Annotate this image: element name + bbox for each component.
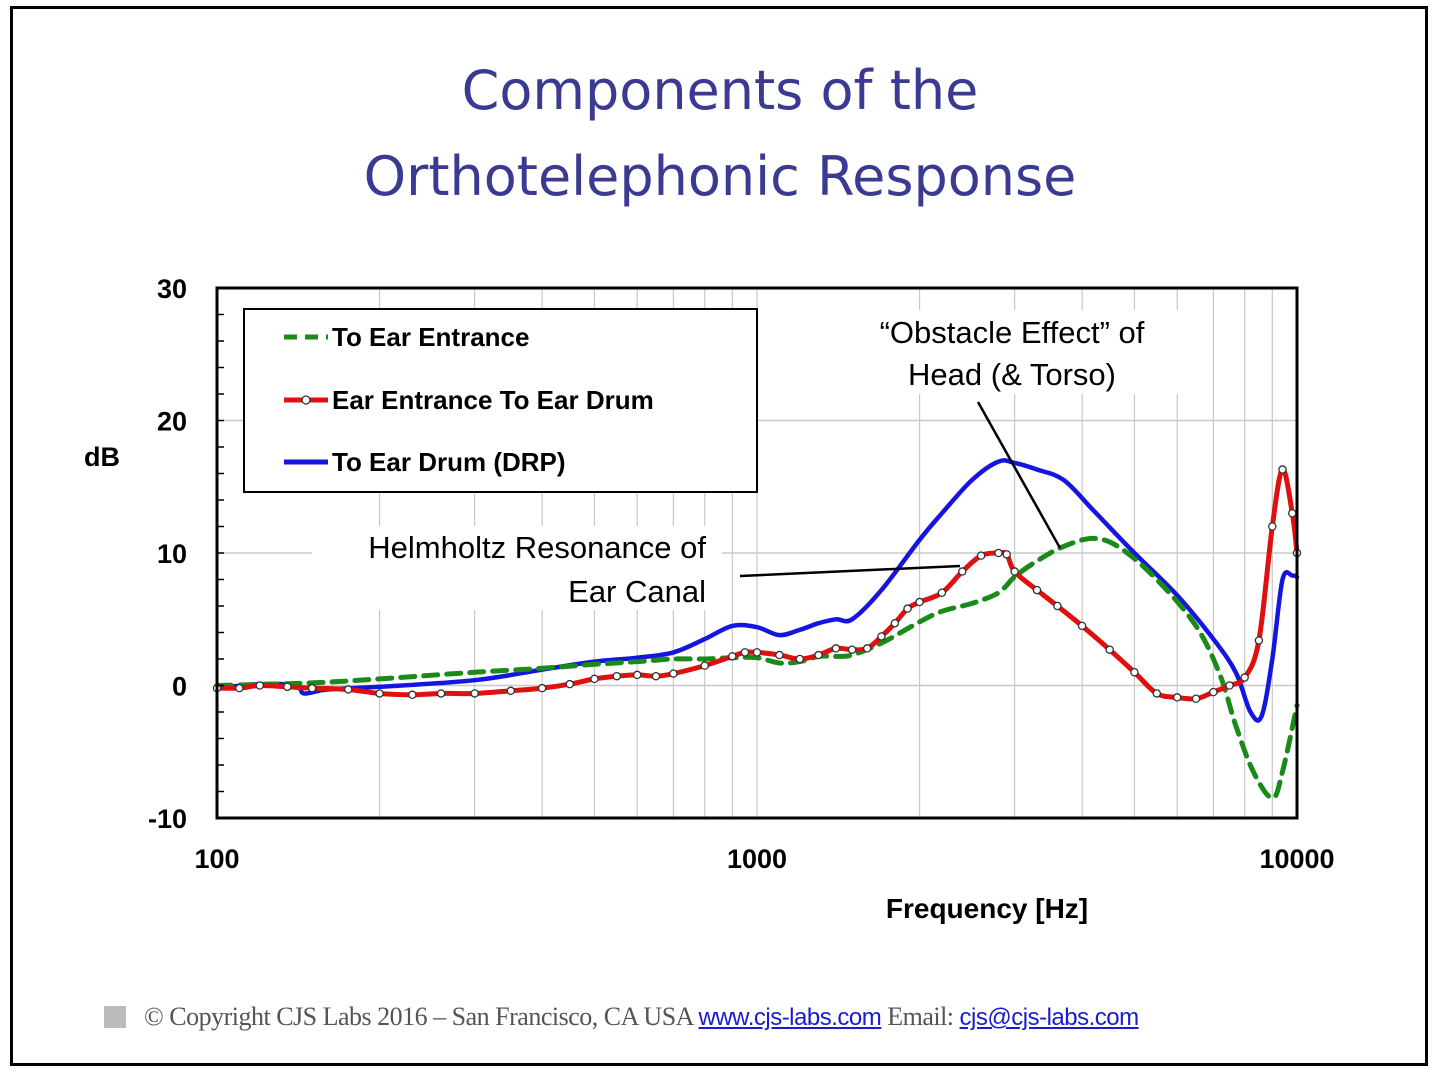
annotation-layer: “Obstacle Effect” of Head (& Torso) Helmho…: [312, 310, 1182, 610]
data-point-marker: [740, 648, 750, 657]
series-to-ear-drum-drp-line: [214, 458, 1300, 723]
data-point-marker: [958, 567, 967, 576]
data-point-marker: [831, 644, 841, 653]
x-tick-label: 1000: [727, 844, 787, 874]
series-to-ear-entrance-line: [214, 535, 1300, 801]
x-tick-label: 100: [194, 844, 239, 874]
footer-square-icon: [104, 1006, 126, 1028]
title-line-1: Components of the: [461, 59, 979, 122]
data-point-marker: [590, 674, 599, 684]
y-tick-label: 10: [157, 539, 187, 569]
data-point-marker: [937, 588, 947, 598]
data-point-marker: [632, 670, 642, 680]
data-point-marker: [1278, 465, 1287, 474]
data-point-marker: [235, 683, 244, 693]
data-point-marker: [1225, 681, 1234, 690]
x-axis-label: Frequency [Hz]: [886, 893, 1088, 924]
y-tick-label: 0: [172, 672, 187, 702]
data-point-marker: [1130, 668, 1139, 677]
data-point-marker: [565, 679, 574, 689]
data-point-marker: [994, 548, 1003, 558]
data-point-marker: [651, 671, 661, 681]
data-point-marker: [307, 683, 317, 693]
legend-marker: [301, 395, 311, 405]
title-line-2: Orthotelephonic Response: [363, 145, 1077, 208]
data-point-marker: [1191, 694, 1201, 704]
data-point-marker: [1209, 687, 1218, 697]
data-point-marker: [728, 652, 737, 661]
legend: To Ear Entrance Ear Entrance To Ear Drum T…: [243, 308, 758, 493]
data-point-marker: [1053, 601, 1062, 611]
annotation-helmholtz-pointer: [739, 564, 961, 578]
data-point-marker: [1105, 645, 1114, 654]
data-point-marker: [343, 685, 353, 694]
footer-copyright: © Copyright CJS Labs 2016 – San Francisc…: [144, 1002, 693, 1031]
data-point-marker: [976, 551, 986, 560]
data-point-marker: [1152, 689, 1162, 698]
annotation-helmholtz-text: Ear Canal: [568, 574, 706, 609]
annotation-helmholtz-text: Helmholtz Resonance of: [368, 530, 706, 565]
legend-label: To Ear Drum (DRP): [332, 447, 566, 477]
data-point-marker: [669, 669, 678, 678]
data-point-marker: [1288, 508, 1297, 518]
data-point-marker: [795, 654, 805, 664]
data-point-marker: [408, 690, 417, 700]
data-point-marker: [1172, 693, 1182, 702]
data-point-marker: [752, 648, 762, 657]
data-point-marker: [1010, 567, 1019, 576]
data-point-marker: [890, 618, 900, 628]
slide-frame: [10, 6, 1428, 1066]
series-layer: [212, 458, 1302, 801]
data-point-marker: [375, 689, 384, 698]
data-point-marker: [847, 645, 857, 654]
data-point-marker: [612, 671, 622, 681]
data-point-marker: [877, 632, 886, 641]
data-point-marker: [1077, 621, 1087, 631]
legend-label: Ear Entrance To Ear Drum: [332, 385, 654, 415]
y-tick-label: 30: [157, 274, 187, 304]
data-point-marker: [506, 686, 516, 696]
email-label: Email:: [887, 1002, 954, 1031]
data-point-marker: [700, 661, 709, 670]
data-point-marker: [470, 689, 479, 698]
data-point-marker: [1032, 585, 1042, 595]
data-point-marker: [1002, 550, 1011, 559]
annotation-obstacle-pointer: [976, 401, 1062, 549]
data-point-marker: [775, 650, 784, 660]
annotation-background: [312, 526, 722, 610]
y-axis-label: dB: [84, 442, 120, 472]
email-link[interactable]: cjs@cjs-labs.com: [959, 1004, 1140, 1031]
legend-box: [243, 308, 758, 493]
y-tick-label: 20: [157, 407, 187, 437]
slide-title: Components of the Orthotelephonic Respon…: [0, 48, 1440, 220]
data-point-marker: [915, 597, 924, 607]
data-point-marker: [1254, 636, 1264, 645]
x-tick-label: 10000: [1259, 844, 1334, 874]
website-link[interactable]: www.cjs-labs.com: [698, 1004, 882, 1031]
data-point-marker: [814, 650, 823, 660]
annotation-background: [852, 310, 1182, 394]
footer: © Copyright CJS Labs 2016 – San Francisc…: [104, 1002, 1139, 1032]
data-point-marker: [903, 604, 912, 613]
annotation-obstacle-text: Head (& Torso): [908, 357, 1116, 392]
data-point-marker: [1268, 522, 1277, 531]
data-point-marker: [537, 683, 547, 693]
legend-label: To Ear Entrance: [332, 322, 529, 352]
data-point-marker: [862, 644, 872, 653]
data-point-marker: [255, 681, 265, 690]
data-point-marker: [1240, 673, 1249, 682]
data-point-marker: [283, 682, 292, 692]
y-tick-label: -10: [148, 804, 187, 834]
data-point-marker: [436, 689, 446, 698]
annotation-obstacle-text: “Obstacle Effect” of: [880, 315, 1145, 350]
